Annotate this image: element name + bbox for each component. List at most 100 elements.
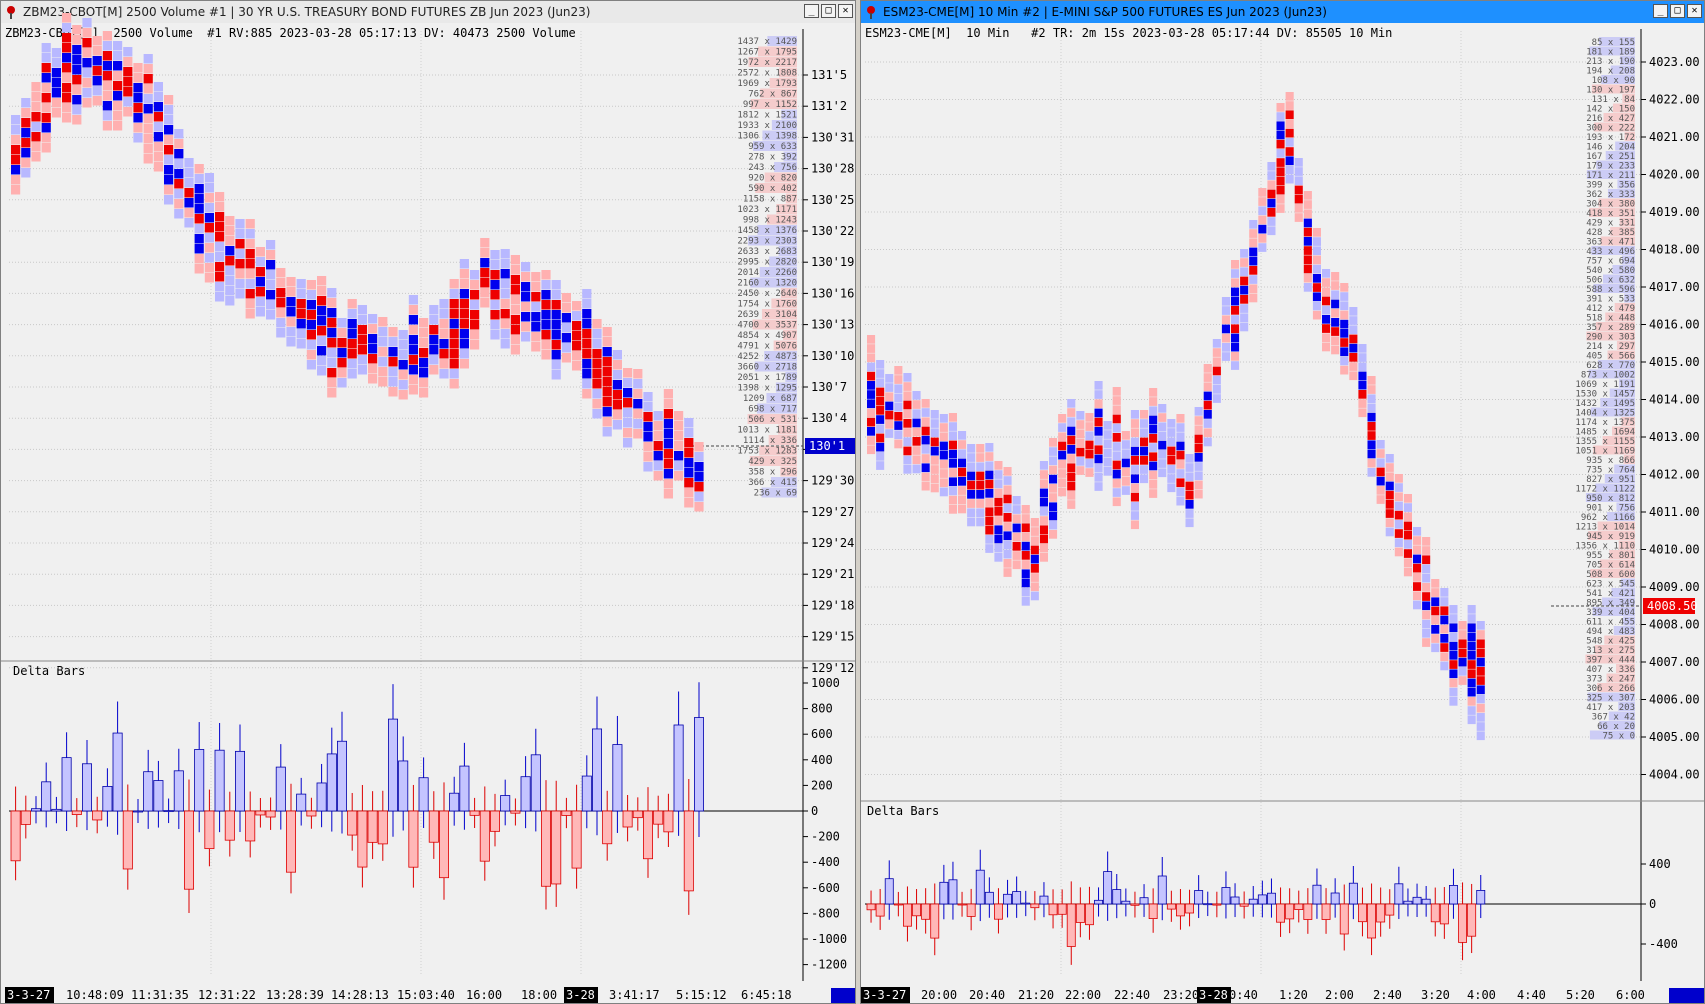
footprint-cell <box>296 279 306 289</box>
footprint-cell <box>113 41 123 51</box>
delta-bar <box>571 810 582 869</box>
footprint-cell <box>531 332 541 342</box>
footprint-cell <box>674 471 684 481</box>
footprint-cell <box>1021 541 1030 551</box>
footprint-cell <box>912 455 921 465</box>
footprint-cell <box>1231 315 1240 324</box>
footprint-cell <box>225 246 235 256</box>
dom-row-label: 194 x 208 <box>1586 67 1635 77</box>
footprint-cell <box>1467 715 1476 725</box>
footprint-cell <box>967 471 976 481</box>
dom-row-label: 75 x 0 <box>1602 732 1635 742</box>
footprint-cell <box>113 91 123 101</box>
footprint-cell <box>633 419 643 429</box>
price-tick-label: 131'5 <box>811 68 847 82</box>
footprint-cell <box>357 345 367 355</box>
time-axis-label: 13:28:39 <box>266 988 324 1002</box>
footprint-cell <box>1476 694 1485 704</box>
delta-bar <box>275 766 286 812</box>
footprint-cell <box>510 285 520 295</box>
right-title-bar[interactable]: ESM23-CME[M] 10 Min #2 | E-MINI S&P 500 … <box>861 1 1704 23</box>
footprint-cell <box>592 319 602 329</box>
footprint-cell <box>551 330 561 340</box>
dom-volume-bar <box>769 78 797 88</box>
footprint-cell <box>1058 423 1067 432</box>
dom-volume-bar <box>1594 122 1635 132</box>
delta-bar <box>1203 903 1213 906</box>
dom-volume-bar <box>1588 369 1635 379</box>
close-button[interactable]: ✕ <box>838 4 853 18</box>
dom-row-label: 955 x 801 <box>1586 551 1635 561</box>
dom-volume-bar <box>1586 170 1635 179</box>
left-chart-window[interactable]: ZBM23-CBOT[M] 2500 Volume #1 | 30 YR U.S… <box>0 0 856 1004</box>
dom-row-label: 1355 x 1155 <box>1575 437 1635 447</box>
footprint-cell <box>72 45 82 55</box>
footprint-cell <box>1267 198 1276 208</box>
footprint-cell <box>1394 538 1403 548</box>
right-chart-window[interactable]: ESM23-CME[M] 10 Min #2 | E-MINI S&P 500 … <box>860 0 1705 1004</box>
footprint-cell <box>1030 536 1039 546</box>
footprint-cell <box>1231 306 1240 315</box>
footprint-cell <box>276 318 286 328</box>
dom-row-label: 548 x 425 <box>1586 637 1635 647</box>
footprint-cell <box>388 337 398 347</box>
maximize-button[interactable]: □ <box>1670 4 1685 18</box>
delta-bar <box>1430 903 1440 923</box>
dom-row-label: 1209 x 687 <box>743 394 797 404</box>
footprint-cell <box>1422 546 1431 555</box>
footprint-cell <box>347 369 357 379</box>
left-chart-svg[interactable]: 131'5131'2130'31130'28130'25130'22130'19… <box>1 1 856 1004</box>
time-axis-label: 15:03:40 <box>397 988 455 1002</box>
price-tick-label: 131'2 <box>811 99 847 113</box>
delta-bar <box>1230 896 1240 905</box>
dom-volume-bar <box>1593 445 1635 455</box>
dom-row-label: 611 x 455 <box>1586 618 1635 628</box>
footprint-cell <box>551 300 561 310</box>
footprint-cell <box>541 320 551 330</box>
footprint-cell <box>602 327 612 337</box>
delta-bar <box>10 810 21 862</box>
footprint-cell <box>480 258 490 268</box>
delta-bar <box>1121 900 1131 905</box>
dom-volume-bar <box>1612 103 1635 113</box>
footprint-cell <box>306 280 316 290</box>
footprint-cell <box>225 296 235 306</box>
right-chart-svg[interactable]: 4023.004022.004021.004020.004019.004018.… <box>861 1 1705 1004</box>
footprint-cell <box>327 358 337 368</box>
footprint-cell <box>976 490 985 499</box>
footprint-cell <box>1030 554 1039 564</box>
minimize-button[interactable]: _ <box>804 4 819 18</box>
dom-row-label: 959 x 633 <box>748 142 797 152</box>
footprint-cell <box>939 460 948 469</box>
footprint-cell <box>1130 502 1139 511</box>
footprint-cell <box>663 409 673 419</box>
footprint-cell <box>174 159 184 169</box>
footprint-cell <box>1440 624 1449 634</box>
footprint-cell <box>1094 408 1103 418</box>
dom-row-label: 1432 x 1495 <box>1575 399 1635 409</box>
delta-bar <box>1048 903 1058 916</box>
footprint-cell <box>885 392 894 402</box>
minimize-button[interactable]: _ <box>1653 4 1668 18</box>
footprint-cell <box>1240 322 1249 332</box>
delta-bar <box>41 781 52 812</box>
dom-row-label: 1754 x 1760 <box>737 300 797 310</box>
footprint-cell <box>204 213 214 223</box>
footprint-cell <box>876 461 885 470</box>
footprint-cell <box>582 289 592 299</box>
footprint-cell <box>1422 601 1431 611</box>
footprint-cell <box>1376 476 1385 486</box>
footprint-cell <box>561 333 571 343</box>
footprint-cell <box>1030 573 1039 582</box>
delta-bar <box>1458 903 1468 943</box>
footprint-cell <box>1058 414 1067 423</box>
footprint-cell <box>286 327 296 337</box>
maximize-button[interactable]: □ <box>821 4 836 18</box>
footprint-cell <box>143 54 153 64</box>
close-button[interactable]: ✕ <box>1687 4 1702 18</box>
footprint-cell <box>876 378 885 388</box>
footprint-cell <box>623 398 633 408</box>
delta-bar <box>632 810 643 819</box>
footprint-cell <box>317 326 327 336</box>
left-title-bar[interactable]: ZBM23-CBOT[M] 2500 Volume #1 | 30 YR U.S… <box>1 1 855 23</box>
